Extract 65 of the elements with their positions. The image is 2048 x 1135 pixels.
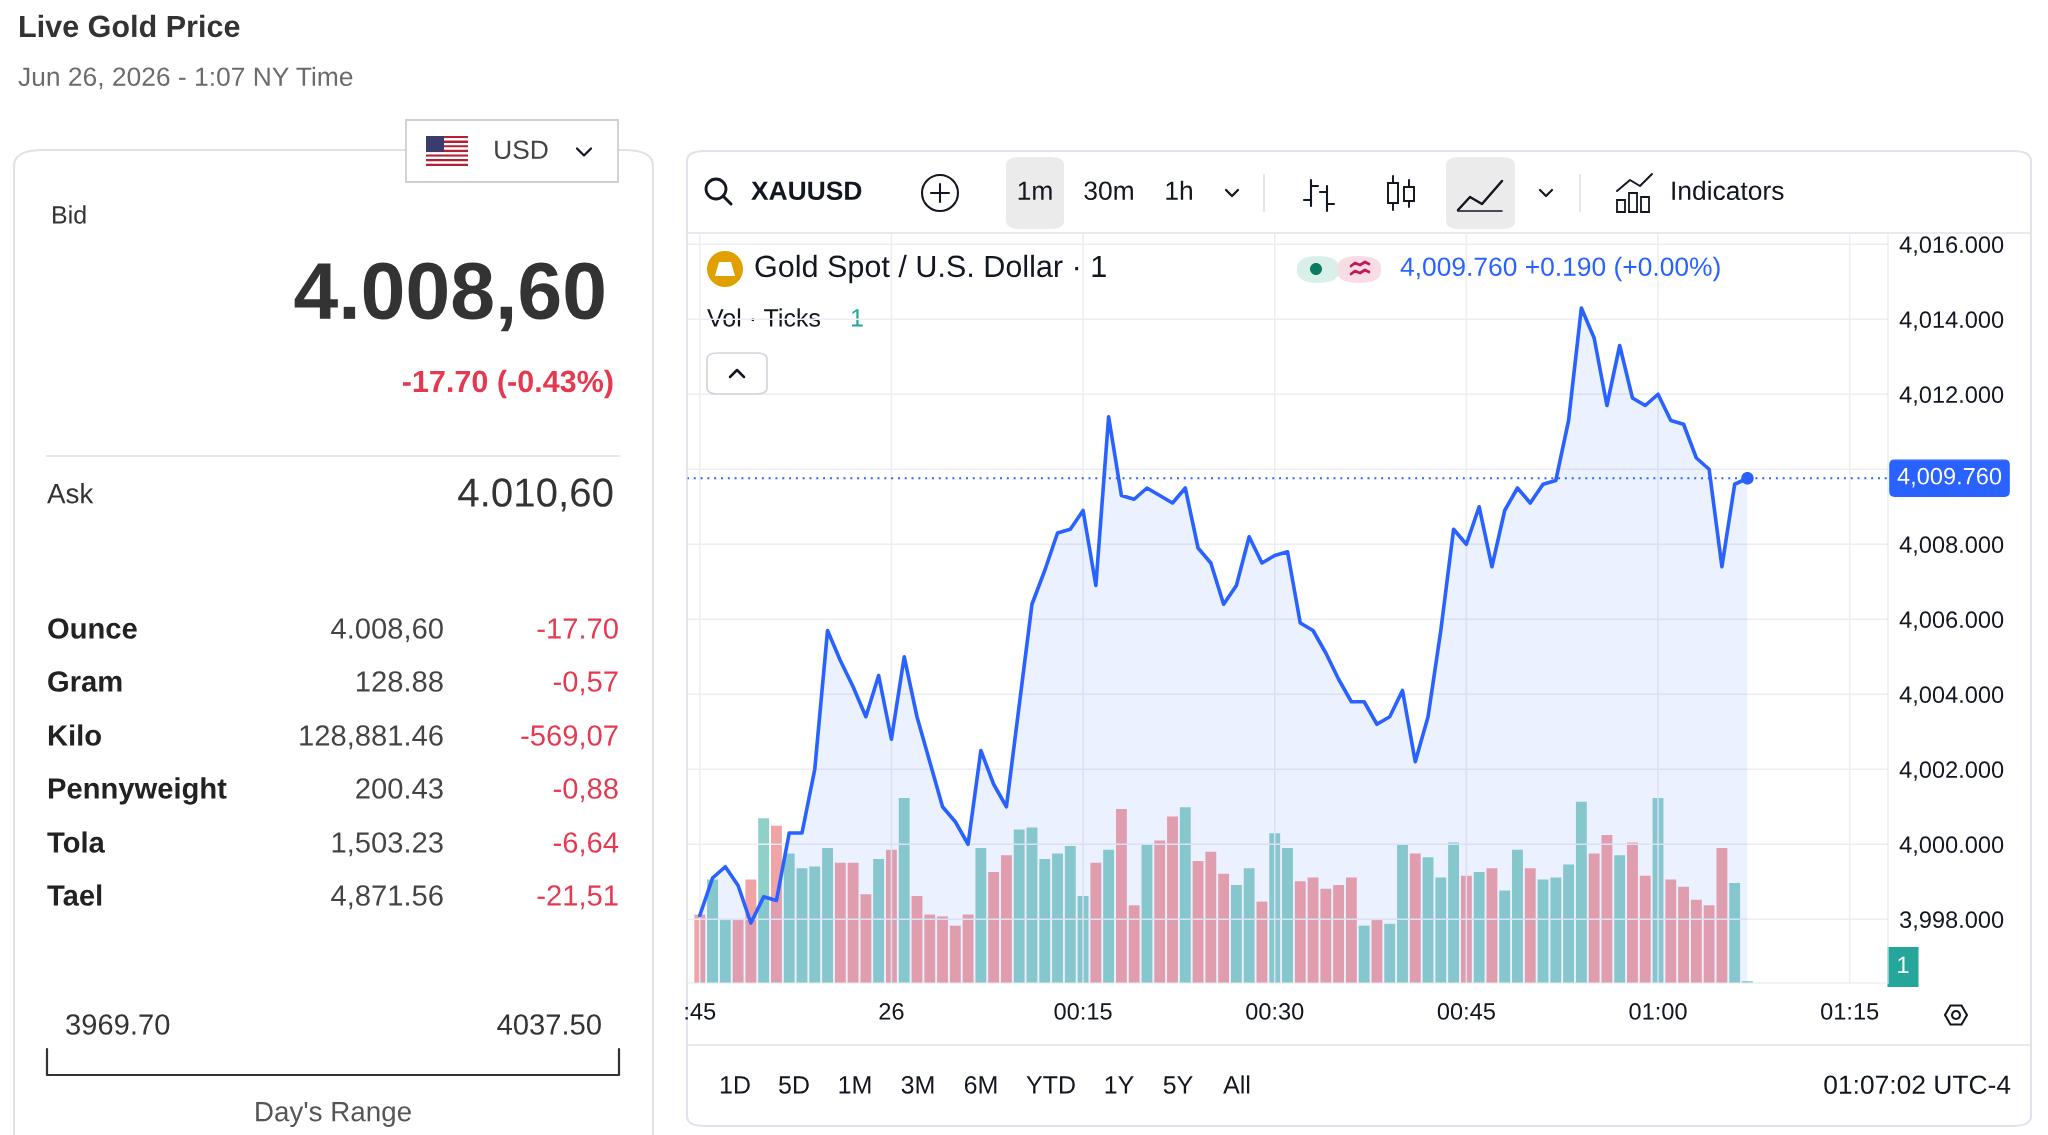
text: 1D: [720, 1076, 750, 1094]
text: 1Y: [1105, 1076, 1134, 1094]
text: 5Y: [1163, 1076, 1193, 1094]
y-tick-label: 4,002.000: [1899, 761, 2004, 781]
text: 4.008,60: [294, 262, 604, 332]
x-tick-label: 00:15: [1054, 1003, 1112, 1020]
text: All: [1223, 1075, 1250, 1094]
text: -0,88: [553, 778, 618, 803]
text: 30m: [1084, 181, 1133, 201]
ref-line-label: 4,009.760: [1897, 467, 2002, 488]
y-tick-label: 4,000.000: [1899, 836, 2004, 856]
text: YTD: [1026, 1076, 1075, 1094]
annotation: 4,009.760 +0.190 (+0.00%): [1400, 256, 1720, 282]
text: -17.70 (-0.43%): [402, 369, 613, 399]
text: -569,07: [521, 725, 618, 750]
text: 3969.70: [66, 1014, 170, 1035]
text: 3M: [901, 1076, 934, 1094]
text: Tola: [47, 831, 105, 853]
y-tick-label: 4,006.000: [1899, 611, 2004, 631]
annotation: 1: [851, 309, 863, 327]
text: 1,503.23: [332, 832, 443, 857]
text: 5D: [779, 1076, 809, 1094]
text: 4,871.56: [331, 885, 443, 910]
text: -17.70: [537, 618, 618, 639]
text: Gold Spot / U.S. Dollar · 1: [755, 254, 1106, 284]
text: Live Gold Price: [20, 14, 240, 38]
text: Bid: [53, 205, 86, 224]
x-tick-label: 26: [879, 1003, 904, 1020]
text: Tael: [47, 884, 102, 906]
text: Kilo: [48, 724, 101, 746]
text: 4.010,60: [458, 478, 613, 512]
text: 1M: [839, 1076, 871, 1094]
text: 200.43: [356, 778, 443, 799]
text: 01:07:02 UTC-4: [1824, 1075, 2011, 1095]
text: 6M: [964, 1076, 997, 1094]
y-tick-label: 4,012.000: [1899, 386, 2004, 406]
x-tick-label: 01:15: [1821, 1003, 1879, 1020]
text: Jun 26, 2026 - 1:07 NY Time: [18, 66, 353, 90]
text: Pennyweight: [48, 777, 227, 805]
text: Ask: [47, 483, 94, 504]
text: 128,881.46: [300, 725, 443, 750]
y-tick-label: 3,998.000: [1900, 911, 2004, 931]
y-tick-label: 4,014.000: [1899, 311, 2004, 331]
text: 1: [1898, 956, 1909, 974]
x-tick-label: 00:30: [1246, 1003, 1304, 1020]
text: Indicators: [1672, 180, 1784, 201]
text: 4037.50: [497, 1014, 601, 1035]
text: Ounce: [48, 618, 137, 639]
text: Day's Range: [256, 1102, 411, 1127]
x-tick-label: :45: [685, 1003, 716, 1020]
text: 4.008,60: [331, 618, 443, 643]
text: Gram: [48, 671, 122, 692]
text: USD: [495, 140, 548, 160]
text: 1m: [1018, 181, 1052, 200]
text: -6,64: [553, 832, 619, 857]
text: 128.88: [357, 671, 443, 692]
x-tick-label: 00:45: [1437, 1003, 1495, 1020]
x-tick-label: 01:00: [1629, 1003, 1687, 1020]
text: 1h: [1166, 180, 1192, 200]
text: -21,51: [537, 885, 618, 910]
y-tick-label: 4,016.000: [1899, 236, 2004, 256]
y-tick-label: 4,004.000: [1899, 686, 2004, 706]
y-tick-label: 4,008.000: [1899, 536, 2004, 556]
text: XAUUSD: [751, 181, 862, 201]
text: -0,57: [553, 671, 618, 696]
